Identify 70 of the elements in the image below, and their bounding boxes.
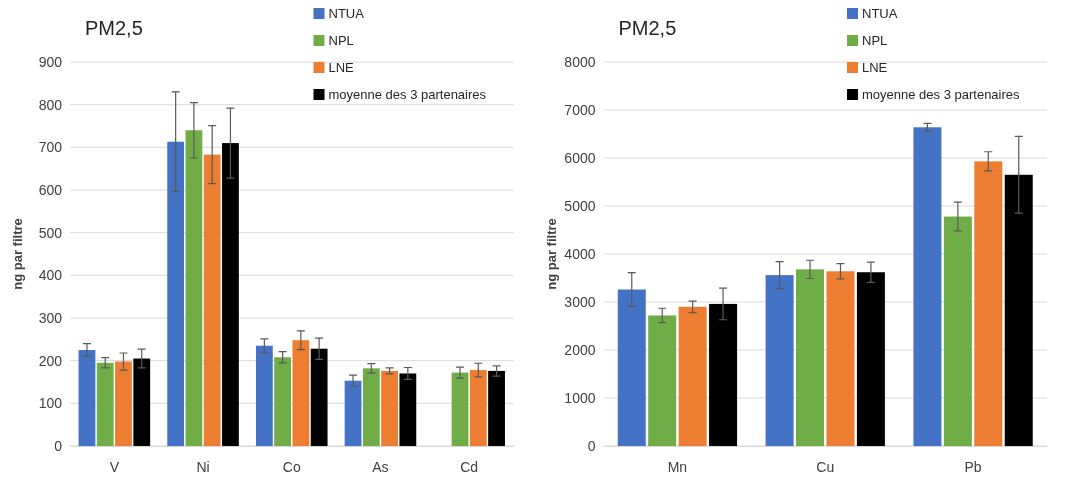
y-tick-label: 500 <box>38 224 63 241</box>
bar <box>826 271 855 446</box>
y-tick-label: 800 <box>38 96 63 113</box>
y-tick-label: 400 <box>38 267 63 284</box>
legend-label: LNE <box>862 60 888 75</box>
y-tick-label: 4000 <box>564 245 596 262</box>
bar <box>796 269 825 446</box>
bar <box>617 289 646 446</box>
x-tick-label: Pb <box>964 458 982 475</box>
bar <box>344 380 362 446</box>
legend-label: moyenne des 3 partenaires <box>862 87 1021 102</box>
y-tick-label: 600 <box>38 181 63 198</box>
y-tick-label: 700 <box>38 139 63 156</box>
bar <box>185 130 203 446</box>
legend-label: NTUA <box>328 6 365 21</box>
y-tick-label: 7000 <box>564 101 596 118</box>
y-axis-title: ng par filtre <box>543 218 559 290</box>
bar <box>856 272 885 446</box>
y-tick-label: 5000 <box>564 197 596 214</box>
y-tick-label: 1000 <box>564 389 596 406</box>
legend-label: LNE <box>328 60 355 75</box>
bar <box>255 345 273 446</box>
bar <box>78 350 96 446</box>
y-tick-label: 100 <box>38 395 63 412</box>
bar <box>115 361 132 446</box>
bar <box>678 306 707 446</box>
bar <box>274 357 292 446</box>
bar <box>399 373 417 446</box>
bar <box>709 303 738 446</box>
legend-label: NPL <box>328 33 354 48</box>
bar <box>913 127 942 446</box>
y-tick-label: 0 <box>54 437 63 454</box>
bar <box>1004 174 1033 446</box>
bar <box>222 143 239 446</box>
bar <box>974 161 1003 446</box>
legend-label: NTUA <box>862 6 898 21</box>
bar <box>310 348 328 446</box>
bar <box>469 370 487 446</box>
x-tick-label: V <box>109 458 120 475</box>
x-tick-label: Co <box>282 458 301 475</box>
legend-label: NPL <box>862 33 888 48</box>
x-tick-label: Ni <box>196 458 210 475</box>
bar <box>133 358 151 446</box>
y-tick-label: 200 <box>38 352 63 369</box>
y-tick-label: 0 <box>587 437 596 454</box>
bar <box>648 315 677 446</box>
bar <box>167 141 185 446</box>
x-tick-label: Mn <box>667 458 688 475</box>
bar <box>203 154 221 446</box>
y-tick-label: 900 <box>38 53 63 70</box>
y-tick-label: 2000 <box>564 341 596 358</box>
y-tick-label: 8000 <box>564 53 596 70</box>
y-tick-label: 3000 <box>564 293 596 310</box>
y-tick-label: 6000 <box>564 149 596 166</box>
bar <box>943 216 972 446</box>
bar <box>451 372 469 446</box>
bar <box>362 368 380 446</box>
bar <box>765 275 794 446</box>
x-tick-label: Cd <box>460 458 479 475</box>
bar <box>96 362 114 446</box>
legend-label: moyenne des 3 partenaires <box>328 87 487 102</box>
bar <box>488 370 505 446</box>
y-axis-title: ng par filtre <box>10 218 25 290</box>
x-tick-label: As <box>372 458 389 475</box>
chart-title: PM2,5 <box>85 17 143 39</box>
y-tick-label: 300 <box>38 309 63 326</box>
x-tick-label: Cu <box>816 458 835 475</box>
bar <box>381 370 398 446</box>
chart-title: PM2,5 <box>618 17 677 39</box>
bar <box>292 340 310 446</box>
